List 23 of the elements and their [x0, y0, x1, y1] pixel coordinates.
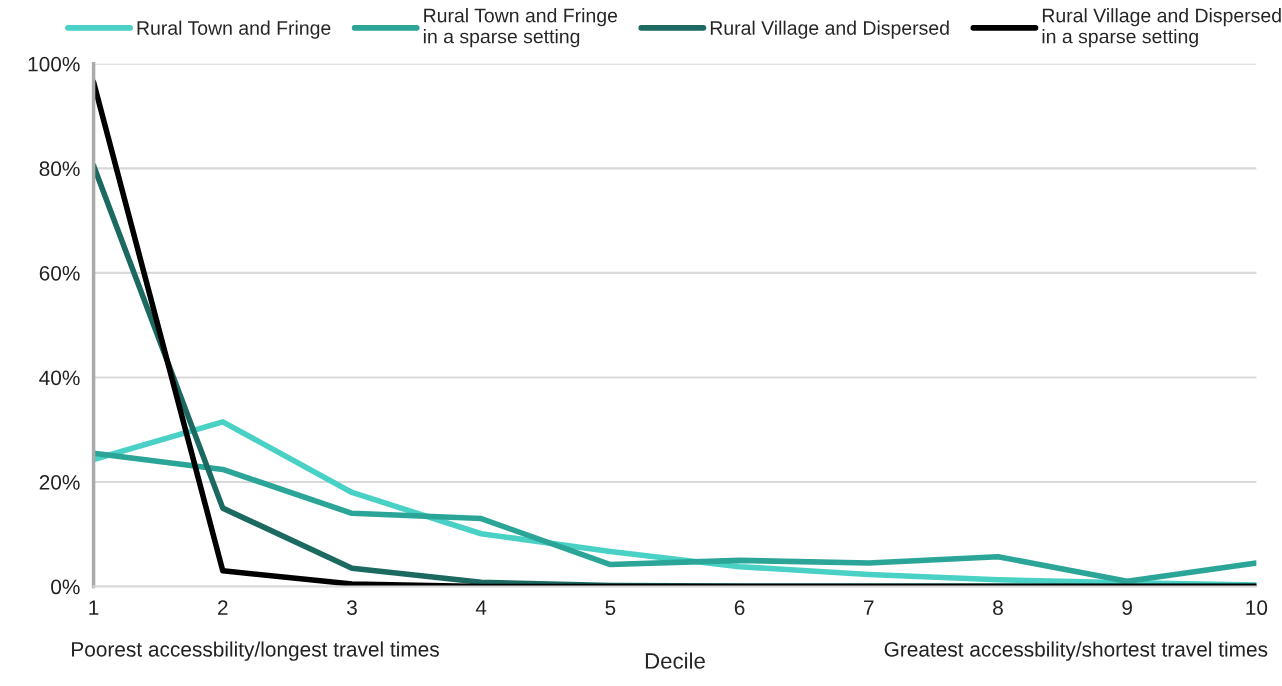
y-tick-label: 100%: [28, 56, 80, 72]
x-axis-title: Decile: [645, 652, 705, 669]
legend-label: Rural Town and Fringe in a sparse setting: [423, 8, 618, 48]
x-tick-label: 7: [864, 600, 874, 615]
legend-label: Rural Town and Fringe: [137, 20, 331, 39]
legend-label: Rural Village and Dispersed: [710, 20, 949, 39]
x-tick-label: 6: [734, 600, 745, 616]
y-tick-label: 0%: [51, 579, 80, 595]
y-tick-label: 60%: [39, 265, 80, 281]
y-tick-label: 80%: [39, 161, 80, 177]
x-tick-label: 1: [89, 600, 99, 615]
text: Greatest accessbility/shortest travel times: [884, 641, 1268, 661]
x-tick-label: 5: [605, 600, 616, 616]
y-tick-label: 40%: [39, 370, 80, 386]
x-tick-label: 4: [475, 600, 487, 615]
x-tick-label: 9: [1122, 600, 1132, 616]
text: Poorest accessbility/longest travel times: [72, 641, 439, 661]
x-tick-label: 2: [218, 600, 228, 615]
y-tick-label: 20%: [39, 474, 80, 490]
x-tick-label: 8: [993, 600, 1003, 616]
legend-label: Rural Village and Dispersed in a sparse setting: [1042, 8, 1281, 48]
x-tick-label: 3: [346, 600, 357, 616]
x-tick-label: 10: [1246, 600, 1268, 616]
